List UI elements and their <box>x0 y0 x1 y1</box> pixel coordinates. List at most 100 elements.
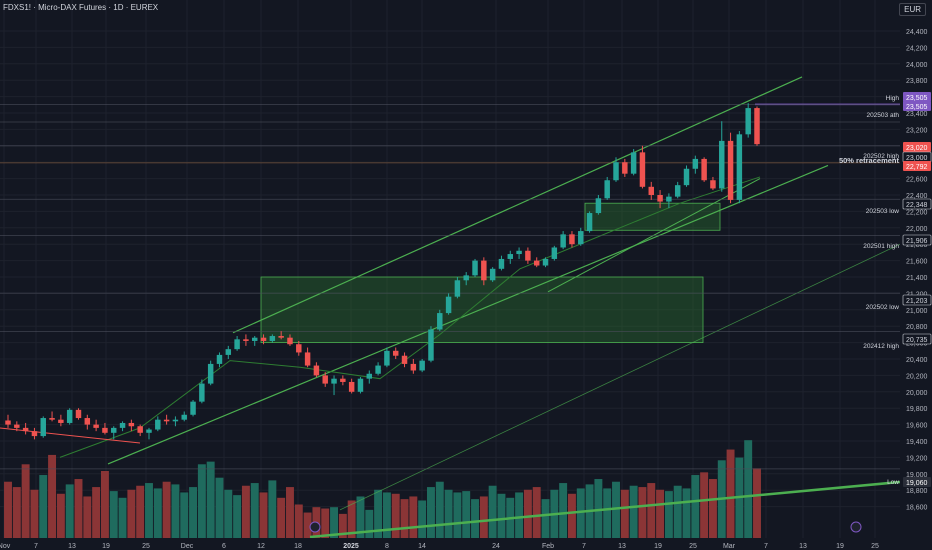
candle-body <box>75 409 82 419</box>
volume-bar <box>197 464 206 538</box>
candle-body <box>472 260 478 276</box>
price-label-box <box>903 101 931 111</box>
volume-bar <box>268 480 277 538</box>
volume-bar <box>744 440 753 538</box>
time-tick-label: 7 <box>34 543 38 550</box>
candle-body <box>639 152 646 187</box>
price-label-text: 202412 high <box>863 343 899 350</box>
volume-bar <box>277 497 286 538</box>
candle-body <box>190 401 196 415</box>
candle-body <box>14 424 20 428</box>
candle-body <box>719 140 725 189</box>
candle-body <box>384 350 390 366</box>
candle-body <box>137 426 143 433</box>
time-tick-label: 12 <box>257 543 265 550</box>
candle-body <box>674 185 681 197</box>
volume-bar <box>21 464 30 538</box>
volume-bar <box>409 496 418 538</box>
time-tick-label: 19 <box>654 543 662 550</box>
symbol-title[interactable]: FDXS1! · Micro-DAX Futures · 1D · EUREX <box>3 3 159 12</box>
candle-body <box>260 337 267 341</box>
price-tick-label: 20,800 <box>906 324 928 331</box>
candle-body <box>331 378 337 384</box>
volume-bar <box>356 496 365 538</box>
volume-bar <box>444 489 453 538</box>
candle-body <box>498 258 505 269</box>
volume-bar <box>109 491 118 538</box>
volume-bar <box>321 508 330 538</box>
time-tick-label: 13 <box>618 543 626 550</box>
candle-body <box>207 363 214 384</box>
volume-bar <box>400 499 409 538</box>
candle-body <box>234 339 240 350</box>
price-label-box <box>902 333 932 345</box>
candle-body <box>622 162 628 174</box>
time-tick-label: 19 <box>836 543 844 550</box>
candle-body <box>313 365 320 376</box>
price-label-value: 21,906 <box>906 238 928 245</box>
volume-bar <box>656 489 665 538</box>
candle-body <box>366 373 373 379</box>
price-tick-label: 24,400 <box>906 29 928 36</box>
candle-body <box>181 414 187 420</box>
candle-body <box>586 213 593 232</box>
volume-bar <box>462 491 471 538</box>
volume-bar <box>559 483 568 538</box>
time-tick-label: 8 <box>385 543 389 550</box>
volume-bar <box>39 475 48 538</box>
volume-bar <box>426 487 435 538</box>
moving-average <box>59 176 761 458</box>
volume-bar <box>488 485 497 538</box>
volume-bar <box>118 497 127 538</box>
price-label-value: 23,020 <box>906 145 928 152</box>
candle-body <box>560 234 566 248</box>
candle-body <box>454 280 461 297</box>
volume-bar <box>294 504 303 538</box>
time-tick-label: 7 <box>582 543 586 550</box>
price-label-text: 202503 ath <box>866 112 899 119</box>
price-labels: 23,505 High 23,505 202503 ath 23,020 23,000 20… <box>839 92 932 487</box>
candle-body <box>49 418 55 420</box>
volume-bar <box>286 487 294 538</box>
volume-bar <box>603 488 612 538</box>
price-axis[interactable]: 24,40024,20024,00023,80023,60023,40023,2… <box>900 0 932 550</box>
candle-body <box>578 231 584 245</box>
drawings <box>0 76 901 539</box>
volume-bar <box>303 512 312 538</box>
price-label-value: 23,505 <box>906 95 928 102</box>
volume-bar <box>189 487 198 538</box>
volume-bar <box>180 492 189 538</box>
volume-bar <box>145 483 153 538</box>
price-tick-label: 19,400 <box>906 439 928 446</box>
volume-bar <box>418 500 427 538</box>
price-label-value: 20,735 <box>906 337 928 344</box>
volume-bar <box>338 513 347 538</box>
demand-zone-large <box>260 276 704 343</box>
candle-body <box>225 349 232 355</box>
candle-body <box>111 427 117 433</box>
time-tick-label: 13 <box>68 543 76 550</box>
volume-bar <box>365 509 374 538</box>
time-tick-label: 7 <box>764 543 768 550</box>
volume-bar <box>30 489 39 538</box>
candle-body <box>419 360 425 371</box>
volume-bar <box>153 488 162 538</box>
currency-button[interactable]: EUR <box>899 3 926 16</box>
time-axis[interactable]: Nov 7 13 19 25 Dec 6 12 18 2025 8 14 24 Feb 7 13 19 25 Mar… <box>0 538 900 550</box>
event-marker-icon <box>850 521 862 533</box>
volume-bar <box>374 489 383 538</box>
volume-bar <box>171 484 180 538</box>
candle-body <box>348 381 355 392</box>
volume-bar <box>523 489 532 538</box>
volume-trend-line <box>309 480 901 539</box>
time-axis-bg <box>0 538 900 550</box>
candle-body <box>525 250 531 261</box>
price-tick-label: 20,000 <box>906 390 928 397</box>
price-tick-label: 18,800 <box>906 488 928 495</box>
time-tick-label: 24 <box>492 543 500 550</box>
grid-lines <box>0 0 900 538</box>
volume-bar <box>391 493 400 538</box>
volume-bar <box>382 492 391 538</box>
candle-body <box>507 254 514 259</box>
